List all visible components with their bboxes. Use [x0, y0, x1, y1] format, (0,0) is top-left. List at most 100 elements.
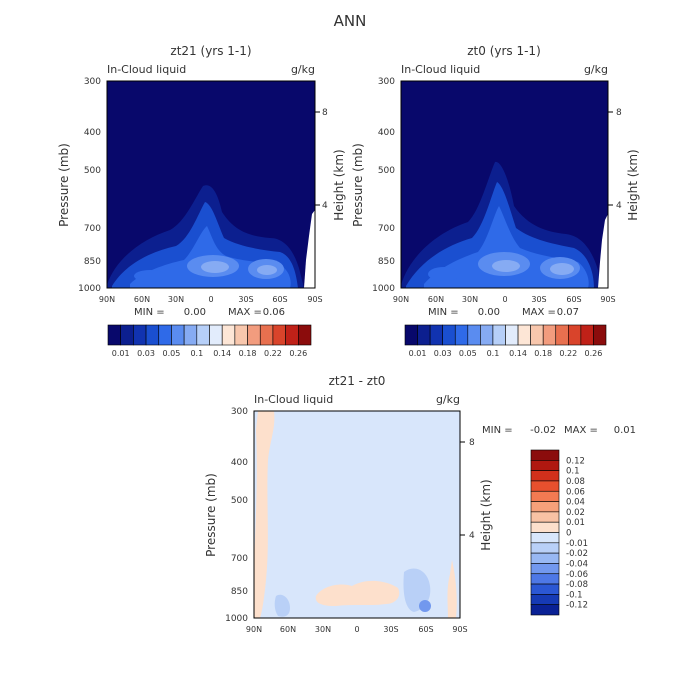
y-tick-right: 8 [322, 108, 328, 118]
contour-field [401, 81, 608, 288]
colorbar-swatch [530, 470, 560, 482]
y-tick-label: 500 [378, 166, 395, 176]
x-tick-label: 60S [272, 295, 287, 304]
panel-title: zt21 (yrs 1-1) [170, 44, 251, 58]
colorbar-label: 0.1 [487, 349, 500, 358]
x-tick-label: 90N [99, 295, 115, 304]
x-tick-label: 90N [393, 295, 409, 304]
x-tick-label: 0 [502, 295, 507, 304]
min-label: MIN = [482, 425, 513, 436]
colorbar-label: -0.1 [566, 590, 583, 600]
y-axis-label-right: Height (km) [332, 149, 346, 220]
max-value: 0.06 [263, 307, 285, 318]
y-axis-label-right: Height (km) [479, 479, 493, 550]
colorbar: 0.120.10.080.060.040.020.010-0.01-0.02-0… [530, 449, 588, 616]
colorbar-swatch [272, 324, 286, 346]
units-label: g/kg [436, 393, 460, 406]
y-tick-right: 4 [469, 531, 475, 541]
colorbar-swatch [530, 511, 560, 523]
y-tick-label: 300 [378, 77, 395, 87]
colorbar-swatch [530, 501, 560, 513]
min-label: MIN = [428, 307, 459, 318]
colorbar-swatch [505, 324, 519, 346]
colorbar-label: 0.22 [559, 349, 577, 358]
colorbar-swatch [158, 324, 172, 346]
y-ticks-left: 300 400 500 700 850 1000 [372, 77, 395, 294]
colorbar-label: 0.01 [112, 349, 130, 358]
colorbar-label: 0.01 [566, 518, 585, 528]
x-tick-label: 30N [315, 625, 331, 634]
max-label: MAX = [522, 307, 556, 318]
colorbar-swatch [530, 490, 560, 502]
colorbar-swatch [133, 324, 147, 346]
x-tick-label: 30S [383, 625, 398, 634]
colorbar-label: -0.04 [566, 559, 588, 569]
y-axis-label: Pressure (mb) [351, 143, 365, 227]
x-tick-label: 30S [238, 295, 253, 304]
x-tick-label: 0 [208, 295, 213, 304]
panel-zt21: zt21 (yrs 1-1) In-Cloud liquid g/kg 300 … [57, 44, 346, 358]
colorbar-swatch [530, 594, 560, 605]
figure-title: ANN [334, 12, 367, 30]
colorbar-swatch [542, 324, 557, 346]
colorbar-swatch [145, 324, 160, 346]
colorbar-label: 0.02 [566, 508, 585, 518]
colorbar: 0.01 0.03 0.05 0.1 0.14 0.18 0.22 0.26 [107, 324, 312, 358]
colorbar-label: 0.06 [566, 487, 585, 497]
colorbar-label: 0.1 [190, 349, 203, 358]
y-tick-label: 500 [84, 166, 101, 176]
colorbar-swatch [454, 324, 469, 346]
colorbar-swatch [530, 449, 560, 461]
y-tick-right: 8 [469, 438, 475, 448]
colorbar-swatch [530, 563, 560, 575]
y-tick-right: 4 [616, 201, 622, 211]
colorbar-swatch [285, 324, 299, 346]
field-label: In-Cloud liquid [107, 63, 186, 76]
x-ticks: 90N 60N 30N 0 30S 60S 90S [99, 295, 323, 304]
min-value: 0.00 [184, 307, 206, 318]
units-label: g/kg [584, 63, 608, 76]
contour-field [254, 411, 460, 618]
max-value: 0.01 [614, 425, 636, 436]
colorbar-label: 0.01 [409, 349, 427, 358]
panel-title: zt21 - zt0 [329, 374, 386, 388]
x-tick-label: 90S [600, 295, 615, 304]
colorbar-swatch [221, 324, 236, 346]
colorbar-swatch [429, 324, 443, 346]
colorbar-swatch [259, 324, 274, 346]
colorbar-label: 0.12 [566, 456, 585, 466]
y-tick-label: 500 [231, 496, 248, 506]
colorbar-label: 0.18 [239, 349, 257, 358]
contour-field [107, 81, 315, 288]
max-value: 0.07 [557, 307, 579, 318]
colorbar-label: 0.05 [459, 349, 477, 358]
y-tick-label: 850 [378, 257, 395, 267]
colorbar-swatch [107, 324, 121, 346]
y-tick-label: 700 [84, 224, 101, 234]
field-label: In-Cloud liquid [401, 63, 480, 76]
y-tick-label: 400 [231, 458, 248, 468]
colorbar: 0.01 0.03 0.05 0.1 0.14 0.18 0.22 0.26 [404, 324, 607, 358]
colorbar-swatch [530, 583, 560, 595]
y-tick-right: 8 [616, 108, 622, 118]
x-tick-label: 90S [307, 295, 322, 304]
colorbar-label: -0.12 [566, 601, 588, 611]
colorbar-swatch [530, 324, 544, 346]
colorbar-label: 0.03 [434, 349, 452, 358]
colorbar-label: 0 [566, 529, 571, 539]
colorbar-label: -0.08 [566, 580, 588, 590]
y-axis-label: Pressure (mb) [204, 473, 218, 557]
colorbar-swatch [517, 324, 531, 346]
x-tick-label: 30N [168, 295, 184, 304]
colorbar-label: 0.18 [534, 349, 552, 358]
colorbar-swatch [530, 604, 560, 616]
x-ticks: 90N 60N 30N 0 30S 60S 90S [393, 295, 616, 304]
x-tick-label: 60N [280, 625, 296, 634]
x-tick-label: 30N [462, 295, 478, 304]
x-tick-label: 60N [134, 295, 150, 304]
colorbar-label: 0.14 [213, 349, 231, 358]
colorbar-label: -0.01 [566, 539, 588, 549]
colorbar-swatch [467, 324, 481, 346]
field-label: In-Cloud liquid [254, 393, 333, 406]
